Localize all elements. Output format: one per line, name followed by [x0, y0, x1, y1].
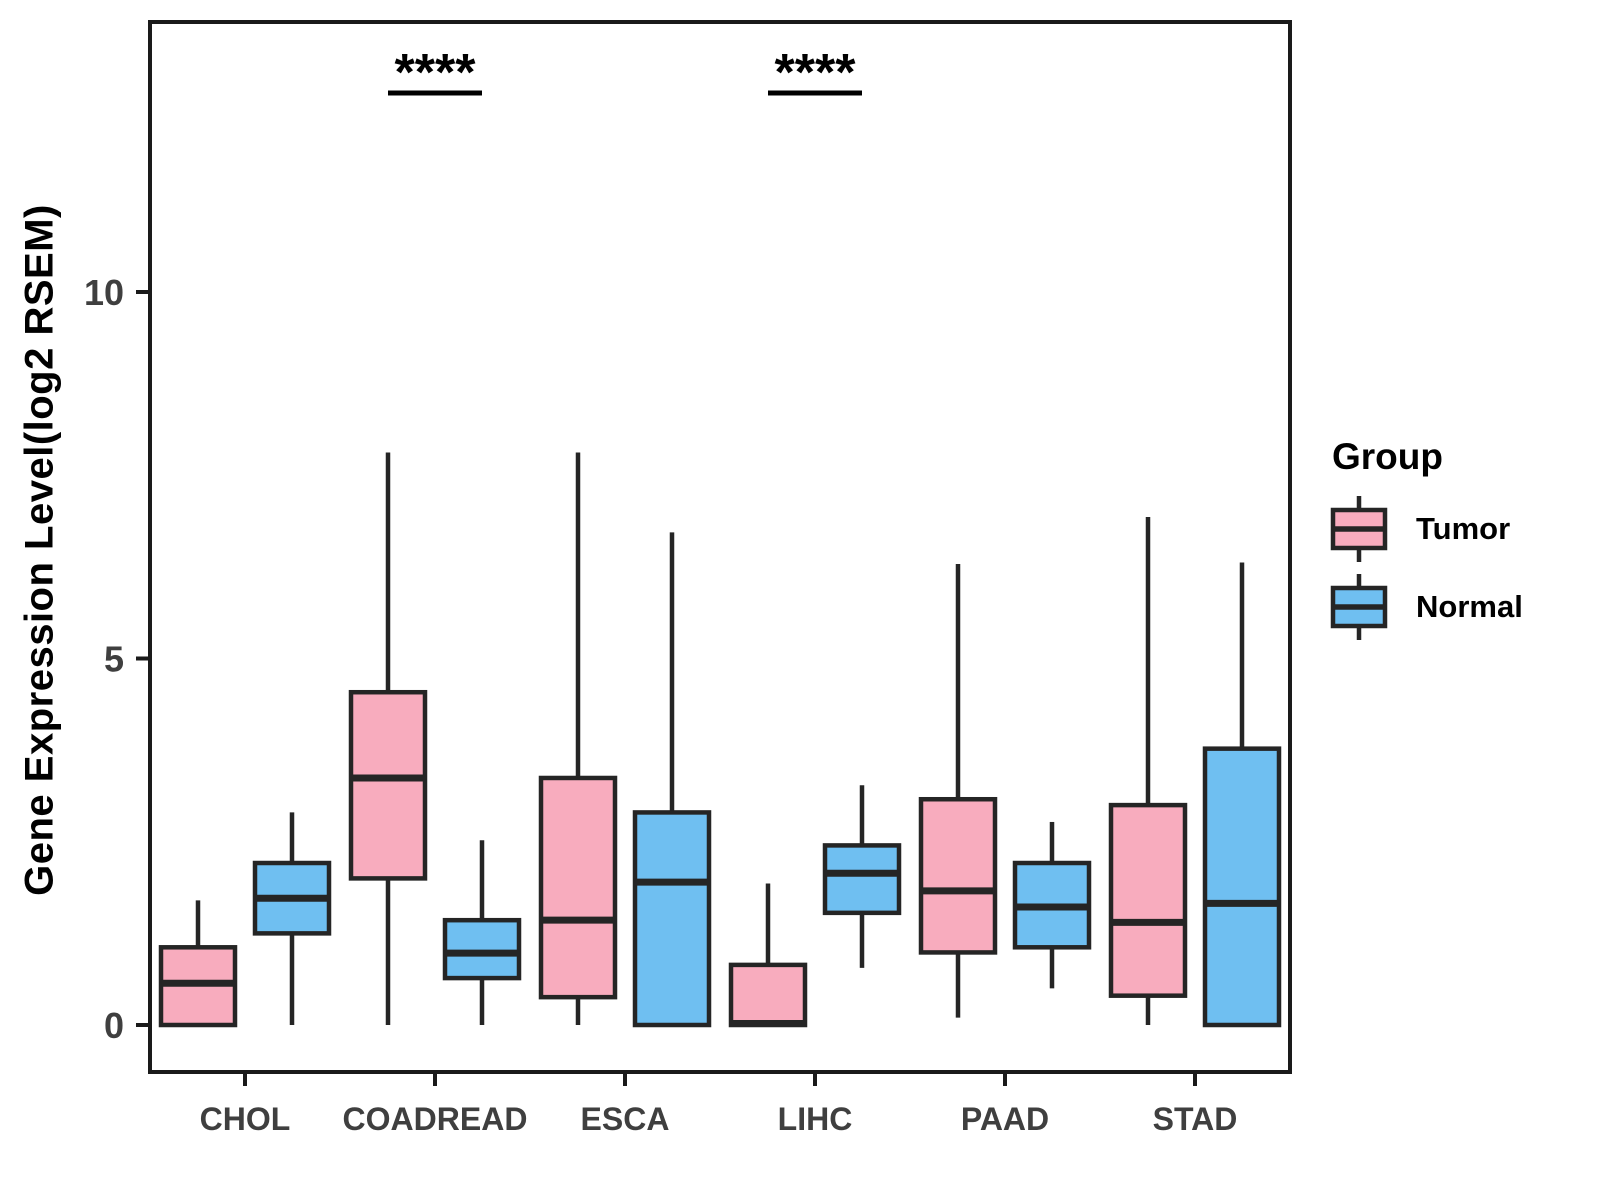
- legend-item-tumor: Tumor: [1330, 494, 1600, 564]
- box-normal-coadread: [442, 917, 522, 981]
- x-tick-label: PAAD: [961, 1101, 1049, 1137]
- box-tumor-stad: [1108, 802, 1188, 998]
- x-tick-label: STAD: [1153, 1101, 1238, 1137]
- box-tumor-paad: [918, 796, 998, 955]
- legend-label-normal: Normal: [1416, 589, 1523, 624]
- x-tick-label: LIHC: [778, 1101, 853, 1137]
- box-tumor-lihc: [728, 962, 808, 1028]
- box-normal-stad: [1202, 746, 1282, 1028]
- y-tick-label: 10: [84, 272, 124, 313]
- x-tick-label: CHOL: [200, 1101, 291, 1137]
- box-tumor-esca: [538, 775, 618, 1000]
- legend: Group Tumor Normal: [1330, 436, 1600, 650]
- panel-border: [148, 20, 1292, 1074]
- x-tick-label: COADREAD: [343, 1101, 528, 1137]
- legend-title: Group: [1332, 436, 1443, 477]
- x-tick-label: ESCA: [581, 1101, 670, 1137]
- box-tumor-coadread: [348, 689, 428, 881]
- box-normal-lihc: [822, 843, 902, 916]
- tumor-boxplot-key-icon: [1330, 496, 1388, 562]
- y-tick-label: 5: [104, 639, 124, 680]
- y-tick-label: 0: [104, 1005, 124, 1046]
- legend-item-normal: Normal: [1330, 572, 1600, 642]
- box-normal-esca: [632, 810, 712, 1028]
- legend-label-tumor: Tumor: [1416, 511, 1511, 546]
- normal-boxplot-key-icon: [1330, 574, 1388, 640]
- y-axis-title: Gene Expression Level(log2 RSEM): [17, 204, 62, 896]
